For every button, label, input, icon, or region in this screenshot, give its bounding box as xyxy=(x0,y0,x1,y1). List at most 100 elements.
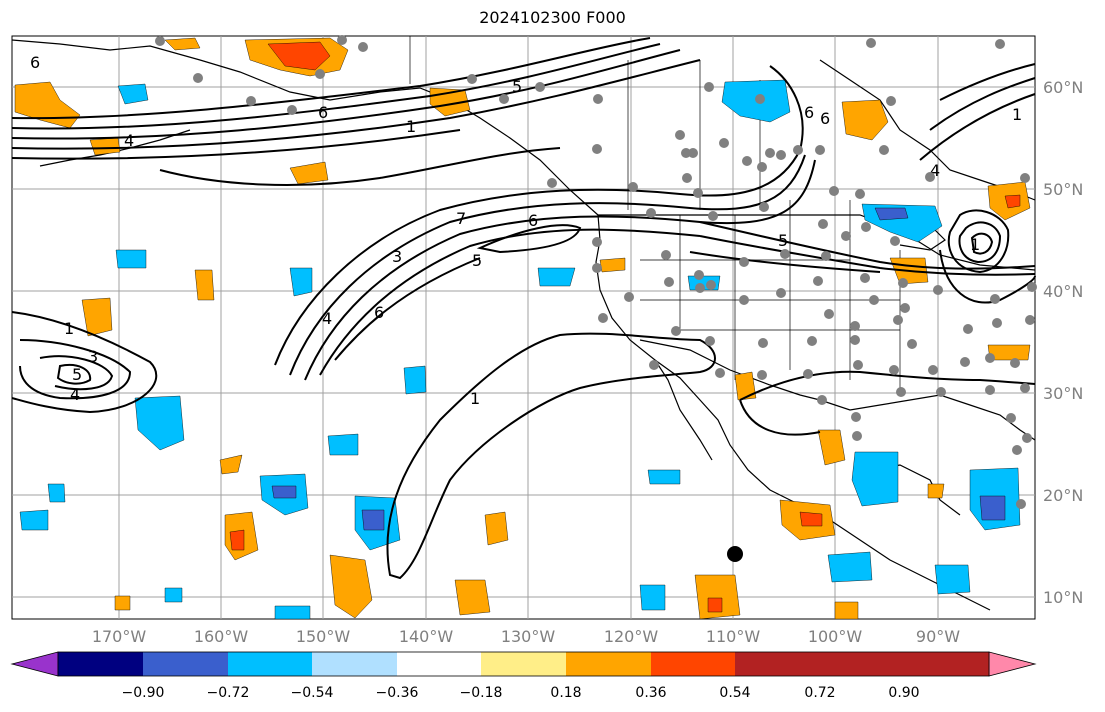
station-dot xyxy=(860,273,870,283)
station-dot xyxy=(592,263,602,273)
lon-label: 130°W xyxy=(501,627,556,646)
station-dot xyxy=(936,387,946,397)
colorbar-segment xyxy=(566,652,651,676)
lon-label: 150°W xyxy=(296,627,351,646)
station-dot xyxy=(829,186,839,196)
station-dot xyxy=(708,211,718,221)
contour-label: 7 xyxy=(456,209,466,228)
anomaly-shade xyxy=(194,269,215,301)
station-dot xyxy=(661,250,671,260)
station-dot xyxy=(675,130,685,140)
contour-line xyxy=(919,93,1036,161)
anomaly-shade xyxy=(219,454,243,475)
colorbar-tick-label: 0.36 xyxy=(635,685,666,701)
contour-label: 6 xyxy=(804,103,814,122)
lon-label: 110°W xyxy=(706,627,761,646)
station-dot xyxy=(933,285,943,295)
contour-label: 5 xyxy=(512,77,522,96)
station-dot xyxy=(739,257,749,267)
contour-line xyxy=(947,209,1010,274)
lat-label: 10°N xyxy=(1043,588,1083,607)
colorbar-tick-label: −0.90 xyxy=(122,685,165,701)
contour-label: 6 xyxy=(820,109,830,128)
colorbar-segment xyxy=(481,652,566,676)
station-dot xyxy=(693,188,703,198)
west-coast xyxy=(595,214,991,611)
anomaly-shade xyxy=(934,564,971,595)
anomaly-shade xyxy=(639,584,666,611)
station-dot xyxy=(960,357,970,367)
anomaly-shade xyxy=(89,137,121,156)
station-dot xyxy=(803,369,813,379)
anomaly-shade xyxy=(979,495,1006,521)
anomaly-shade xyxy=(707,597,723,613)
station-dot xyxy=(985,353,995,363)
station-dot xyxy=(593,94,603,104)
colorbar-tick-labels: −0.90 −0.72 −0.54 −0.36 −0.18 0.18 0.36 … xyxy=(122,685,920,701)
colorbar-tick-label: −0.72 xyxy=(207,685,250,701)
contour-label: 6 xyxy=(374,303,384,322)
station-dot xyxy=(1020,383,1030,393)
station-dot xyxy=(628,182,638,192)
station-dot xyxy=(719,138,729,148)
colorbar-tick-label: 0.90 xyxy=(888,685,919,701)
station-dot xyxy=(824,309,834,319)
station-dot xyxy=(866,38,876,48)
station-dot xyxy=(879,145,889,155)
station-dot xyxy=(815,145,825,155)
contour-label: 6 xyxy=(30,53,40,72)
station-dot xyxy=(841,231,851,241)
contour-line xyxy=(304,159,816,381)
anomaly-shade xyxy=(164,37,201,51)
station-dot xyxy=(1020,173,1030,183)
lon-label: 160°W xyxy=(194,627,249,646)
station-dot xyxy=(193,73,203,83)
station-dot xyxy=(646,208,656,218)
station-dot xyxy=(682,173,692,183)
anomaly-shade xyxy=(327,433,359,456)
station-dot xyxy=(467,74,477,84)
station-dot xyxy=(995,39,1005,49)
contour-line xyxy=(476,224,582,254)
contour-labels: 6 6 4 1 5 6 7 6 5 3 6 4 1 3 5 4 1 1 5 6 … xyxy=(30,53,1022,408)
contour-label: 5 xyxy=(778,231,788,250)
colorbar-segment xyxy=(143,652,228,676)
anomaly-shade xyxy=(874,207,909,221)
anomaly-shade xyxy=(647,469,681,485)
colorbar-tick-label: −0.36 xyxy=(376,685,419,701)
colorbar-segment xyxy=(820,652,904,676)
anomaly-shade xyxy=(274,605,311,620)
station-dot xyxy=(1006,413,1016,423)
lon-label: 140°W xyxy=(399,627,454,646)
contour-line xyxy=(689,251,881,273)
anomaly-shade xyxy=(817,429,846,466)
station-dot xyxy=(695,283,705,293)
anomaly-shade xyxy=(14,81,81,129)
station-dot xyxy=(765,148,775,158)
contour-line xyxy=(699,221,1036,270)
station-dot xyxy=(925,172,935,182)
station-dot xyxy=(759,202,769,212)
anomaly-shade xyxy=(289,161,329,185)
station-dot xyxy=(890,236,900,246)
anomaly-shade xyxy=(834,601,859,620)
station-dot xyxy=(793,145,803,155)
contour-line xyxy=(739,399,821,436)
contour-line xyxy=(386,332,716,580)
station-dot xyxy=(893,315,903,325)
station-dot xyxy=(704,82,714,92)
lat-label: 20°N xyxy=(1043,486,1083,505)
contour-line xyxy=(939,63,1036,101)
station-dot xyxy=(850,335,860,345)
map-title: 2024102300 F000 xyxy=(479,8,626,27)
station-dot xyxy=(821,251,831,261)
contour-line xyxy=(929,77,1036,131)
anomaly-shade xyxy=(47,483,66,503)
contour-line xyxy=(159,147,561,186)
colorbar-tick-label: 0.72 xyxy=(804,685,835,701)
station-dot xyxy=(1016,499,1026,509)
station-dot xyxy=(315,69,325,79)
gridlines xyxy=(12,36,1035,619)
contour-line xyxy=(319,228,701,376)
station-dot xyxy=(624,292,634,302)
